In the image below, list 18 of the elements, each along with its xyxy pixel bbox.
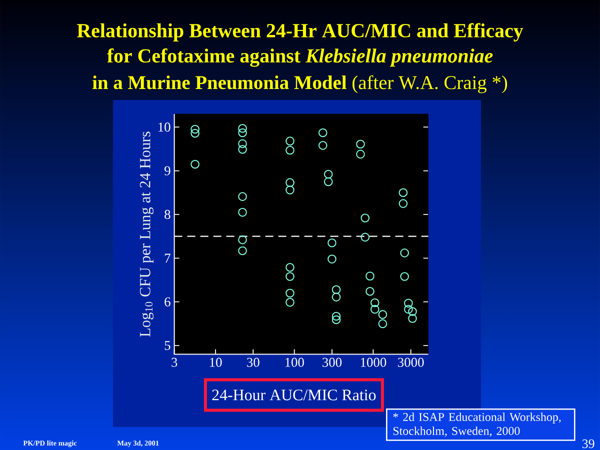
y-tick-label: 10 — [158, 122, 170, 132]
y-tick-label: 5 — [164, 341, 170, 350]
x-axis-title: 24-Hour AUC/MIC Ratio — [212, 390, 376, 400]
x-tick-label: 10 — [210, 358, 222, 367]
x-tick-label: 30 — [247, 358, 260, 367]
y-axis-title: Log$_{10}$ CFU per Lung at 24 Hours — [140, 132, 154, 337]
x-tick-label: 3000 — [398, 358, 424, 367]
text: 39 — [582, 439, 594, 448]
text: * 2d ISAP Educational Workshop, Stockholm, Sweden, 2000 — [393, 412, 561, 437]
y-tick-label: 9 — [164, 166, 170, 176]
x-tick-label: 300 — [322, 358, 342, 367]
chart-subtitle: in a Murine Pneumonia Model (after W.A. Craig *) — [92, 75, 508, 94]
x-tick-label: 1000 — [360, 358, 386, 367]
y-tick-label: 6 — [164, 297, 170, 306]
y-tick-label: 7 — [164, 254, 170, 263]
x-tick-label: 3 — [172, 358, 178, 367]
x-tick-label: 100 — [285, 358, 304, 367]
y-tick-label: 8 — [164, 210, 170, 220]
